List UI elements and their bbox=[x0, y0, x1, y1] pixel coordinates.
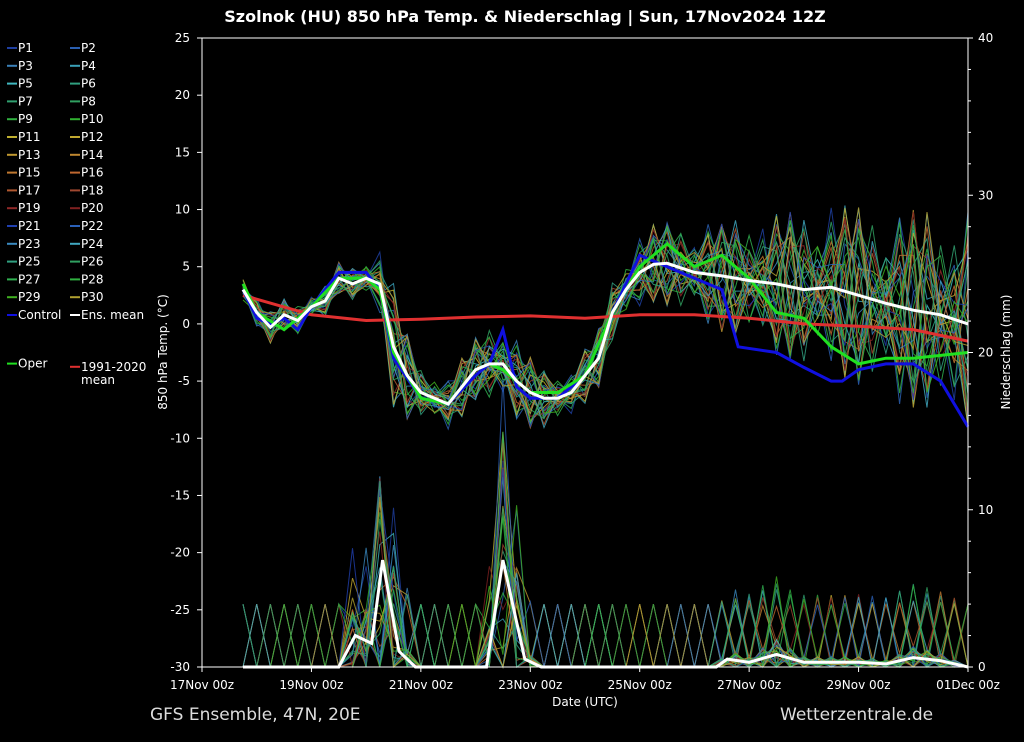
y-tick-label: -15 bbox=[170, 488, 190, 502]
legend-item-label: P22 bbox=[81, 219, 104, 233]
y-tick-label: -10 bbox=[170, 431, 190, 445]
member-temp-line-p28 bbox=[242, 219, 969, 423]
chart-title: Szolnok (HU) 850 hPa Temp. & Niederschla… bbox=[224, 7, 825, 27]
y2-tick-label: 20 bbox=[978, 346, 993, 360]
legend-item-label: P27 bbox=[18, 272, 41, 286]
member-precip-line-p5 bbox=[243, 476, 969, 669]
legend-item-label: P8 bbox=[81, 94, 96, 108]
x-axis-label: Date (UTC) bbox=[552, 695, 618, 709]
legend-item-label: P10 bbox=[81, 112, 104, 126]
legend-item-label: P15 bbox=[18, 166, 41, 180]
legend-item-label: Control bbox=[18, 308, 61, 322]
y2-tick-label: 40 bbox=[978, 31, 993, 45]
legend-item-label: P14 bbox=[81, 148, 104, 162]
y-tick-label: 0 bbox=[182, 317, 190, 331]
legend-item-label: P7 bbox=[18, 94, 33, 108]
y-tick-label: 10 bbox=[175, 203, 190, 217]
x-tick-label: 29Nov 00z bbox=[827, 678, 891, 692]
legend-item-label: P21 bbox=[18, 219, 41, 233]
y-tick-label: -20 bbox=[170, 546, 190, 560]
plot-area bbox=[241, 205, 970, 669]
legend-item-label: P17 bbox=[18, 183, 41, 197]
member-precip-line-p7 bbox=[243, 549, 969, 668]
y-tick-label: -30 bbox=[170, 660, 190, 674]
x-tick-label: 21Nov 00z bbox=[389, 678, 453, 692]
footer-source: Wetterzentrale.de bbox=[780, 705, 933, 725]
legend-item-label: P29 bbox=[18, 290, 41, 304]
legend-item-label: P1 bbox=[18, 41, 33, 55]
legend-item-label: P26 bbox=[81, 255, 104, 269]
legend-item-label: P6 bbox=[81, 77, 96, 91]
legend-item-label: Ens. mean bbox=[81, 308, 144, 322]
y-tick-label: -5 bbox=[178, 374, 190, 388]
legend-item-label: P13 bbox=[18, 148, 41, 162]
y2-tick-label: 30 bbox=[978, 188, 993, 202]
legend-item-label: P18 bbox=[81, 183, 104, 197]
x-tick-label: 25Nov 00z bbox=[608, 678, 672, 692]
legend-item-label: P11 bbox=[18, 130, 41, 144]
y-axis-label: 850 hPa Temp. (°C) bbox=[156, 294, 170, 410]
y2-axis-label: Niederschlag (mm) bbox=[999, 295, 1013, 410]
x-tick-label: 27Nov 00z bbox=[717, 678, 781, 692]
legend-item-label: P5 bbox=[18, 77, 33, 91]
legend-item-label: 1991-2020 mean bbox=[81, 360, 146, 387]
y-tick-label: 15 bbox=[175, 145, 190, 159]
legend: P1 P2 P3 P4 P5 P6 P7 P8 P9 P10 P11 P12 P13 P14 P15 P16 P… bbox=[7, 41, 146, 387]
legend-item-label: P16 bbox=[81, 166, 104, 180]
x-tick-label: 17Nov 00z bbox=[170, 678, 234, 692]
y2-tick-label: 10 bbox=[978, 503, 993, 517]
oper-line bbox=[241, 241, 969, 406]
legend-item-label: P4 bbox=[81, 59, 96, 73]
legend-item-label: P23 bbox=[18, 237, 41, 251]
axes: 25 20 15 10 5 0 -5 -10 -15 -20 -25 -30 40 30 20 10 0 17No… bbox=[170, 31, 1000, 692]
legend-item-label: P20 bbox=[81, 201, 104, 215]
legend-item-label: P2 bbox=[81, 41, 96, 55]
member-precip-line-p22 bbox=[242, 378, 969, 668]
x-tick-label: 19Nov 00z bbox=[279, 678, 343, 692]
y-tick-label: 25 bbox=[175, 31, 190, 45]
footer-model: GFS Ensemble, 47N, 20E bbox=[150, 705, 361, 725]
legend-item-label: P12 bbox=[81, 130, 104, 144]
member-precip-line-p3 bbox=[243, 476, 969, 669]
member-precip-line-p20 bbox=[243, 478, 968, 668]
legend-item-label: P25 bbox=[18, 255, 41, 269]
x-tick-label: 01Dec 00z bbox=[936, 678, 1000, 692]
legend-item-label: P3 bbox=[18, 59, 33, 73]
legend-item-label: P28 bbox=[81, 272, 104, 286]
legend-item-label: Oper bbox=[18, 357, 47, 371]
legend-item-label: P19 bbox=[18, 201, 41, 215]
y-tick-label: 5 bbox=[182, 260, 190, 274]
member-precip-line-p4 bbox=[242, 477, 968, 668]
x-tick-label: 23Nov 00z bbox=[498, 678, 562, 692]
legend-item-label: P30 bbox=[81, 290, 104, 304]
legend-item-label: P24 bbox=[81, 237, 104, 251]
y2-tick-label: 0 bbox=[978, 660, 986, 674]
y-tick-label: 20 bbox=[175, 88, 190, 102]
y-tick-label: -25 bbox=[170, 603, 190, 617]
legend-item-label: P9 bbox=[18, 112, 33, 126]
ens-mean-line bbox=[241, 261, 969, 406]
